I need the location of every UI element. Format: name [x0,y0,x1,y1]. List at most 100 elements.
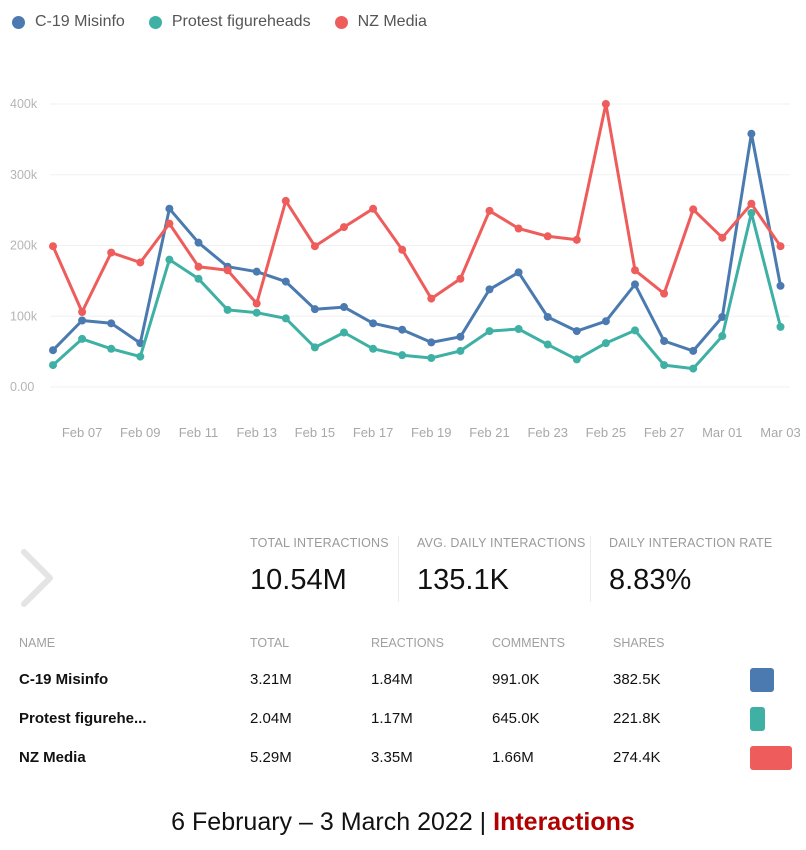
row-swatch-cell [750,738,806,777]
data-point [49,361,57,370]
data-point [107,248,116,257]
legend-item-c19[interactable]: C-19 Misinfo [12,13,125,31]
data-point [456,332,465,341]
legend-item-protest[interactable]: Protest figureheads [148,13,311,31]
column-header-comments[interactable]: COMMENTS [492,636,565,650]
legend-label: Protest figureheads [171,13,311,30]
stat-value: 10.54M [250,564,347,596]
stat-daily-interaction-rate: DAILY INTERACTION RATE 8.83% [609,536,772,597]
row-comments: 991.0K [492,671,540,688]
stat-total-interactions: TOTAL INTERACTIONS 10.54M [250,536,389,597]
data-point [543,232,552,241]
data-point [427,294,436,303]
data-point [310,305,319,314]
data-point [631,326,639,335]
data-point [194,262,203,271]
divider [398,536,399,602]
data-point [601,317,610,326]
x-tick-label: Feb 07 [62,425,102,440]
x-tick-label: Mar 03 [760,425,800,440]
column-header-name[interactable]: NAME [19,636,56,650]
x-tick-label: Feb 21 [469,425,509,440]
data-point [194,274,203,283]
data-point [485,206,494,215]
data-point [631,280,639,289]
data-point [136,258,145,267]
data-point [776,322,785,331]
x-tick-label: Feb 17 [353,425,393,440]
data-point [340,328,348,337]
row-swatch-cell [750,660,806,699]
row-reactions: 1.17M [371,710,413,727]
x-tick-label: Feb 09 [120,425,160,440]
column-header-shares[interactable]: SHARES [613,636,665,650]
data-point [456,274,465,283]
row-name: C-19 Misinfo [19,671,109,688]
data-point [78,334,87,343]
summary-stats: TOTAL INTERACTIONS 10.54M AVG. DAILY INT… [0,536,806,616]
data-point [514,324,523,333]
data-point [543,312,552,321]
line-chart: 0.00 100k 200k 300k 400k Feb 07 Feb 09 Feb 11 Fe… [10,97,801,440]
data-point [252,308,261,317]
legend-item-nz-media[interactable]: NZ Media [334,13,427,31]
data-point [689,346,698,355]
y-tick-label: 300k [10,168,38,182]
data-point [456,346,465,355]
x-tick-label: Feb 15 [295,425,335,440]
data-point [427,338,436,347]
x-tick-label: Feb 27 [644,425,684,440]
data-point [165,204,174,213]
row-reactions: 1.84M [371,671,413,688]
data-point [165,255,174,264]
column-header-reactions[interactable]: REACTIONS [371,636,444,650]
x-tick-label: Feb 13 [236,425,276,440]
row-reactions: 3.35M [371,749,413,766]
row-name: NZ Media [19,749,86,766]
row-name: Protest figurehe... [19,710,147,727]
caption-separator: | [472,808,494,836]
color-swatch [750,745,792,770]
table-row[interactable]: C-19 Misinfo 3.21M 1.84M 991.0K 382.5K [0,660,806,699]
color-swatch [750,667,774,692]
data-point [252,299,261,308]
divider [590,536,591,602]
x-tick-label: Feb 11 [179,425,219,440]
data-point [660,289,669,298]
data-point [136,352,145,361]
column-header-color [750,626,806,660]
data-point [165,219,174,228]
data-point [427,353,436,362]
stat-label: TOTAL INTERACTIONS [250,536,389,550]
data-point [631,266,639,275]
row-comments: 1.66M [492,749,534,766]
table-row[interactable]: Protest figurehe... 2.04M 1.17M 645.0K 2… [0,699,806,738]
series-line [51,211,782,371]
y-tick-label: 200k [10,239,38,253]
chart-legend: C-19 Misinfo Protest figureheads NZ Medi… [12,10,451,34]
data-point [747,208,756,217]
table-header-row: NAME TOTAL REACTIONS COMMENTS SHARES [0,626,806,660]
x-tick-label: Feb 25 [586,425,626,440]
data-point [369,319,378,328]
data-point [601,339,610,348]
data-point [718,332,727,341]
data-point [747,129,756,138]
data-point [718,233,727,242]
caption-metric: Interactions [493,808,635,836]
data-point [340,303,348,312]
data-point [660,337,669,346]
data-point [223,305,232,314]
data-point [689,205,698,214]
table-row[interactable]: NZ Media 5.29M 3.35M 1.66M 274.4K [0,738,806,777]
y-tick-label: 100k [10,309,38,323]
data-point [310,343,319,352]
series-line [51,102,782,314]
column-header-total[interactable]: TOTAL [250,636,290,650]
chevron-right-icon[interactable] [18,548,58,608]
row-swatch-cell [750,699,806,738]
data-point [572,235,581,244]
row-total: 2.04M [250,710,292,727]
y-tick-label: 0.00 [10,380,34,394]
stat-label: AVG. DAILY INTERACTIONS [417,536,586,550]
